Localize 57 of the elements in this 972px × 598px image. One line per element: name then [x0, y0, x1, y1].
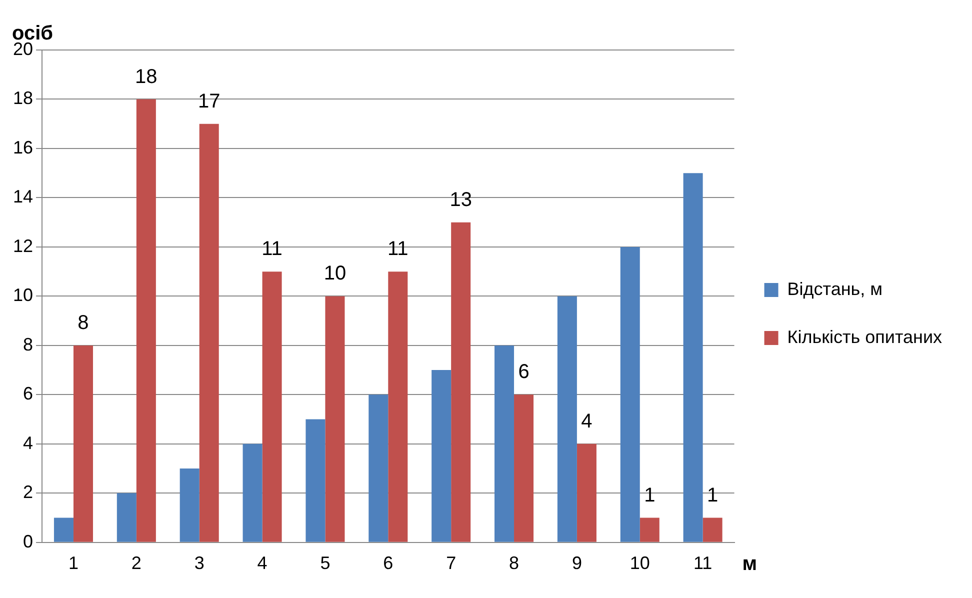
bar — [306, 419, 326, 542]
bar — [494, 345, 514, 542]
bar — [620, 246, 640, 542]
bar — [683, 173, 703, 542]
bar — [116, 493, 136, 542]
bar — [451, 222, 471, 542]
bar — [199, 124, 219, 542]
data-label: 11 — [262, 238, 282, 260]
bar — [514, 394, 534, 542]
bar — [557, 296, 577, 542]
data-label: 13 — [450, 188, 472, 211]
bar — [136, 99, 156, 542]
data-label: 6 — [518, 361, 530, 384]
x-tick-label: 2 — [131, 553, 142, 574]
bar — [325, 296, 345, 542]
bar — [54, 518, 74, 542]
x-tick-label: 1 — [68, 553, 78, 574]
bar — [640, 518, 660, 542]
y-tick-label: 8 — [23, 334, 34, 354]
bar — [702, 518, 722, 542]
y-tick-label: 14 — [12, 186, 34, 207]
x-tick-label: 9 — [572, 553, 582, 574]
x-tick-label: 4 — [257, 553, 268, 574]
x-axis-title: м — [742, 552, 758, 575]
data-label: 18 — [135, 66, 158, 88]
data-label: 4 — [581, 410, 592, 432]
x-tick-label: 10 — [630, 553, 650, 574]
bar — [262, 272, 282, 542]
data-label: 10 — [324, 262, 346, 285]
data-label: 11 — [388, 238, 408, 260]
bar — [368, 394, 388, 542]
y-tick-label: 10 — [12, 285, 34, 306]
x-tick-label: 3 — [194, 553, 204, 574]
bar — [180, 468, 200, 542]
x-tick-label: 7 — [446, 553, 456, 574]
bar — [242, 444, 262, 542]
x-tick-label: 8 — [509, 553, 520, 574]
y-tick-label: 18 — [12, 88, 34, 108]
x-tick-label: 5 — [320, 553, 330, 574]
y-tick-label: 4 — [23, 432, 34, 453]
data-label: 1 — [707, 484, 718, 506]
x-tick-label: 6 — [383, 553, 394, 574]
x-tick-label: 11 — [693, 553, 712, 574]
y-tick-label: 16 — [12, 137, 34, 158]
y-tick-label: 0 — [23, 531, 34, 552]
legend-label: Відстань, м — [787, 278, 883, 299]
bar — [73, 345, 93, 542]
bar — [576, 444, 596, 542]
y-tick-label: 12 — [12, 236, 34, 256]
bar — [388, 272, 408, 542]
bar — [432, 370, 452, 542]
data-label: 8 — [78, 312, 89, 334]
y-tick-label: 2 — [23, 482, 34, 502]
y-tick-label: 6 — [23, 384, 34, 404]
data-label: 17 — [198, 90, 220, 112]
data-label: 1 — [644, 484, 656, 506]
legend-label: Кількість опитаних — [787, 326, 942, 347]
